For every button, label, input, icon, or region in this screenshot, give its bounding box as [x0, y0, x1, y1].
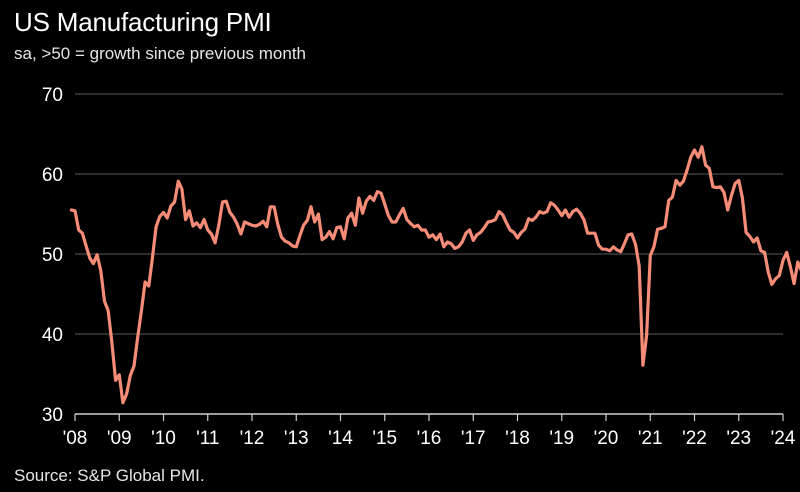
- x-tick-label: '16: [417, 428, 442, 449]
- x-tick-label: '21: [638, 428, 663, 449]
- x-tick-label: '18: [505, 428, 530, 449]
- series-group: [69, 145, 800, 405]
- x-axis-ticks: '08 '09 '10 '11 '12 '13 '14 '15 '16 '17 '18 '19 '20 '…: [63, 414, 796, 449]
- x-tick-label: '12: [240, 428, 265, 449]
- y-tick-label: 40: [42, 325, 63, 346]
- x-tick-label: '11: [196, 428, 219, 449]
- x-tick-label: '09: [107, 428, 132, 449]
- x-tick-label: '17: [461, 428, 486, 449]
- chart-subtitle: sa, >50 = growth since previous month: [14, 44, 306, 63]
- x-tick-label: '08: [63, 428, 88, 449]
- y-tick-label: 50: [42, 245, 63, 266]
- x-tick-label: '24: [771, 428, 796, 449]
- source-note: Source: S&P Global PMI.: [14, 466, 205, 485]
- x-tick-label: '19: [549, 428, 574, 449]
- x-tick-label: '22: [682, 428, 707, 449]
- y-tick-label: 30: [42, 405, 63, 426]
- y-axis-ticks: 30 40 50 60 70: [42, 85, 63, 426]
- chart-title: US Manufacturing PMI: [14, 7, 272, 37]
- y-tick-label: 60: [42, 165, 63, 186]
- x-tick-label: '13: [284, 428, 309, 449]
- x-tick-label: '14: [328, 428, 353, 449]
- series-line-pmi: [69, 145, 800, 405]
- x-tick-label: '10: [151, 428, 176, 449]
- x-tick-label: '23: [726, 428, 751, 449]
- gridlines: [75, 93, 783, 415]
- x-tick-label: '20: [594, 428, 619, 449]
- y-tick-label: 70: [42, 85, 63, 106]
- x-tick-label: '15: [372, 428, 397, 449]
